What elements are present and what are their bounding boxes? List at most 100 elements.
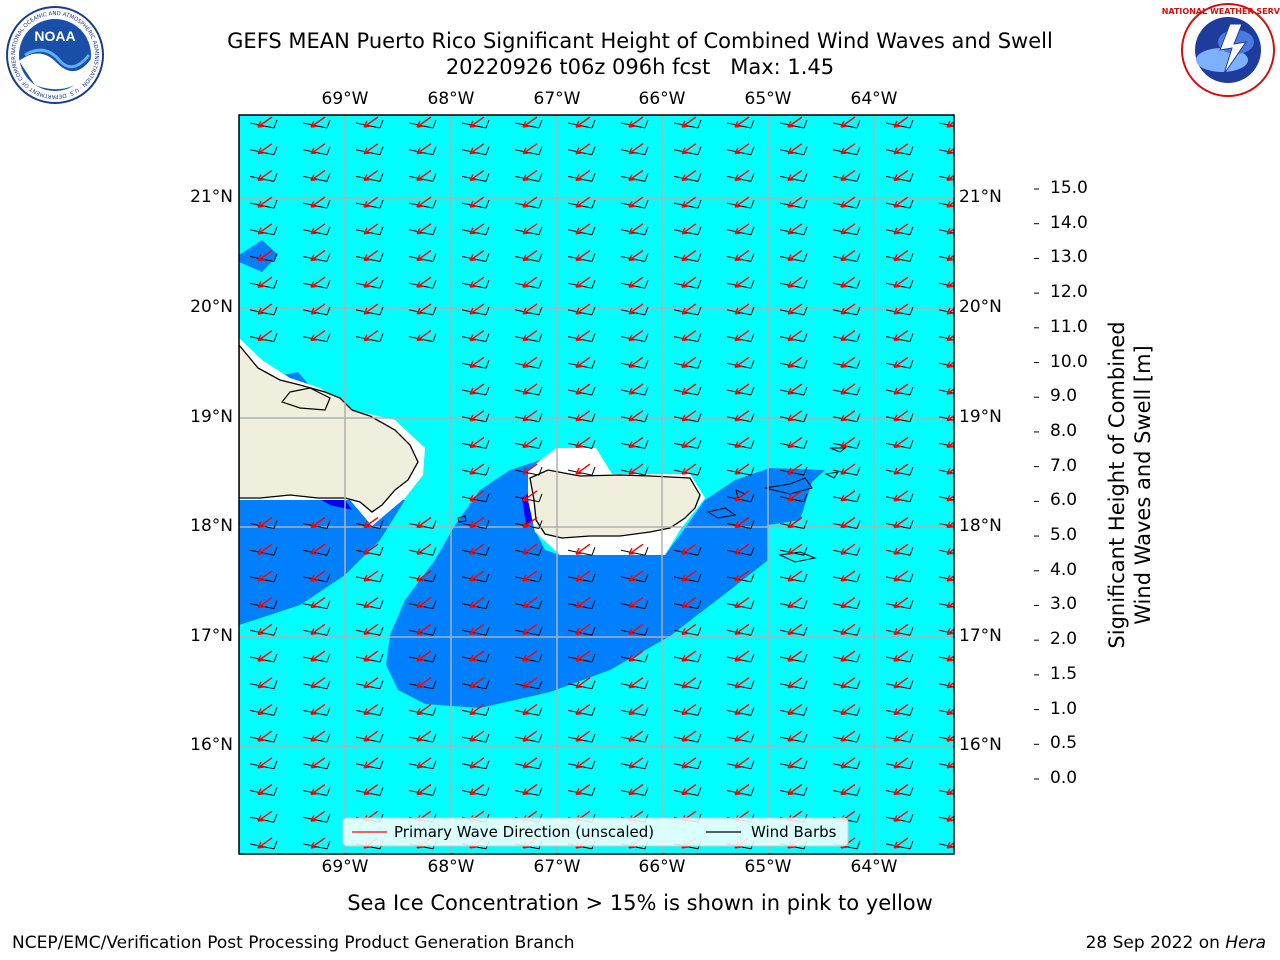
title-line-1: GEFS MEAN Puerto Rico Significant Height… xyxy=(227,29,1053,53)
wind-barb xyxy=(938,442,954,448)
wind-barb xyxy=(779,280,808,289)
wave-direction-arrow xyxy=(469,623,485,635)
wind-barb xyxy=(885,680,914,690)
wind-barb xyxy=(779,466,808,476)
wave-direction-arrow xyxy=(257,116,273,128)
wind-barb xyxy=(832,787,861,796)
wind-barb xyxy=(832,226,861,236)
lat-label-left-19n: 19°N xyxy=(190,407,233,427)
wind-barb xyxy=(779,627,808,636)
wave-direction-arrow xyxy=(787,783,803,796)
wind-barb xyxy=(514,333,543,343)
colorbar-tick-label: 5.0 xyxy=(1050,525,1078,546)
wave-direction-arrow xyxy=(522,757,538,769)
wind-barb xyxy=(514,253,543,262)
wind-barb xyxy=(885,520,914,529)
wind-barb xyxy=(567,119,596,129)
wave-direction-arrow xyxy=(734,623,750,635)
wave-direction-arrow xyxy=(522,410,538,422)
wave-direction-arrow xyxy=(946,254,954,262)
wave-direction-arrow xyxy=(310,543,326,555)
wave-direction-arrow xyxy=(840,303,856,315)
wave-direction-arrow xyxy=(575,783,591,796)
wave-direction-arrow xyxy=(893,783,909,796)
wave-direction-arrow xyxy=(893,597,909,609)
wind-barb xyxy=(779,600,808,610)
wave-direction-arrow xyxy=(840,650,856,662)
wind-barb xyxy=(408,573,437,583)
wind-barb xyxy=(249,253,278,262)
wind-barb xyxy=(514,600,543,610)
wind-barb xyxy=(249,573,278,583)
wave-direction-arrow xyxy=(946,147,954,155)
wave-direction-arrow xyxy=(310,223,326,235)
wind-barb xyxy=(302,253,331,262)
wind-barb xyxy=(567,547,596,556)
wave-band-south xyxy=(386,460,825,708)
wind-barb xyxy=(567,173,596,182)
wave-band-deep-west xyxy=(318,498,352,510)
wind-barb xyxy=(832,653,861,663)
wind-barb xyxy=(249,119,278,129)
wind-barb xyxy=(249,680,278,690)
wind-barb xyxy=(832,413,861,423)
wind-barb xyxy=(461,440,490,449)
wind-barb xyxy=(673,440,702,449)
wind-barb xyxy=(779,146,808,156)
wave-band-small-west xyxy=(239,240,278,272)
wind-barb xyxy=(885,386,914,396)
wave-direction-arrow xyxy=(416,249,432,262)
wind-barb xyxy=(620,627,649,636)
wave-direction-arrow xyxy=(734,276,750,288)
wind-barb xyxy=(461,733,490,743)
wind-barb xyxy=(514,199,543,209)
wave-direction-arrow xyxy=(840,463,856,475)
title-line-2: 20220926 t06z 096h fcst Max: 1.45 xyxy=(445,55,835,79)
wind-barb xyxy=(779,386,808,396)
wind-barb xyxy=(779,226,808,236)
wind-barb xyxy=(885,814,914,823)
wind-barb xyxy=(885,653,914,663)
wind-barb xyxy=(567,707,596,716)
wave-direction-arrow xyxy=(522,356,538,368)
wave-direction-arrow xyxy=(628,249,644,262)
wind-barb xyxy=(461,413,490,423)
wind-barb xyxy=(461,226,490,236)
wave-direction-arrow xyxy=(522,650,538,662)
lon-label-bottom-69w: 69°W xyxy=(321,857,369,877)
wave-direction-arrow xyxy=(628,356,644,368)
wind-barb xyxy=(355,627,384,636)
wind-barb xyxy=(620,707,649,716)
wave-direction-arrow xyxy=(628,116,644,128)
wind-barb xyxy=(408,653,437,663)
wave-direction-arrow xyxy=(893,837,909,849)
wave-direction-arrow xyxy=(416,143,432,155)
wind-barb xyxy=(461,787,490,796)
wave-direction-arrow xyxy=(257,623,273,635)
wind-barb xyxy=(567,333,596,343)
wave-direction-arrow xyxy=(522,677,538,689)
wind-barb xyxy=(938,175,954,181)
wave-direction-arrow xyxy=(946,734,954,742)
wave-direction-arrow xyxy=(628,650,644,662)
wave-direction-arrow xyxy=(893,463,909,475)
graticule xyxy=(239,115,954,854)
wave-direction-arrow xyxy=(734,650,750,662)
wave-direction-arrow xyxy=(734,677,750,689)
wave-direction-arrow xyxy=(628,383,644,395)
wave-direction-arrow xyxy=(893,810,909,822)
wave-direction-arrow xyxy=(257,223,273,235)
wind-barb xyxy=(673,760,702,770)
lat-label-right-17n: 17°N xyxy=(959,626,1002,646)
wind-barb xyxy=(726,173,755,182)
wind-barb xyxy=(249,840,278,850)
wind-barb xyxy=(779,653,808,663)
wind-barb xyxy=(832,573,861,583)
lon-label-bottom-65w: 65°W xyxy=(744,857,792,877)
wave-direction-arrow xyxy=(681,169,697,182)
wave-direction-arrow xyxy=(257,810,273,822)
wind-barb xyxy=(514,360,543,369)
wave-direction-arrow xyxy=(734,143,750,155)
wind-barb xyxy=(302,119,331,129)
wave-direction-arrow xyxy=(522,249,538,262)
